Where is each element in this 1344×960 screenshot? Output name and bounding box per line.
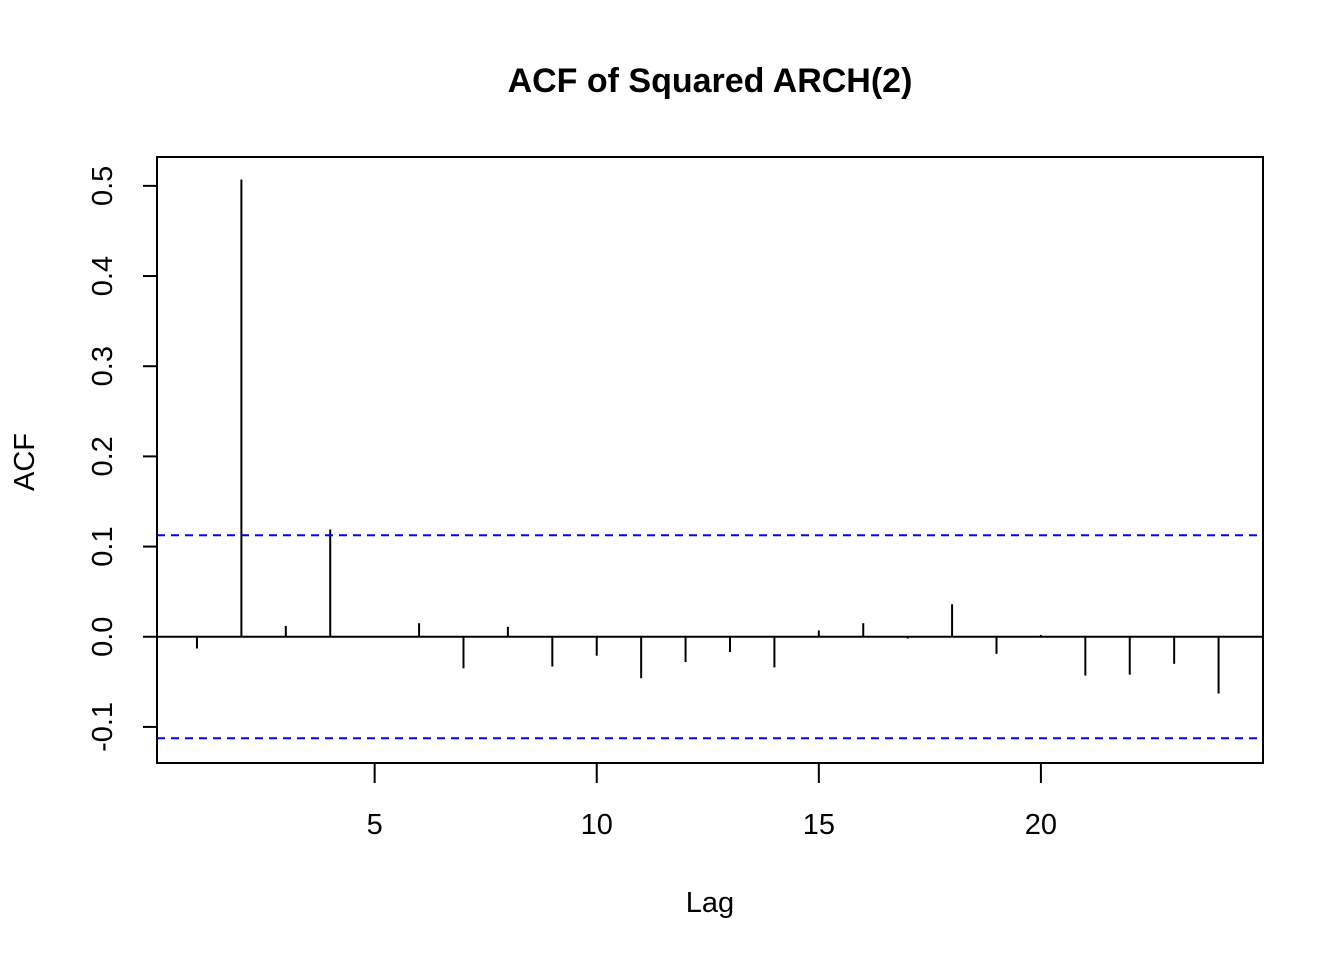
y-tick-label: 0.3 <box>87 346 119 386</box>
x-tick-label: 20 <box>1025 809 1057 841</box>
x-tick-label: 15 <box>803 809 835 841</box>
x-axis-label: Lag <box>686 887 734 919</box>
plot-frame <box>156 156 1264 764</box>
y-tick-label: 0.4 <box>87 256 119 296</box>
x-tick-label: 5 <box>367 809 383 841</box>
confidence-bounds <box>157 534 1263 740</box>
y-axis: -0.1 0.0 0.1 0.2 0.3 0.4 0.5 <box>87 166 157 752</box>
y-tick-label: 0.5 <box>87 166 119 206</box>
y-tick-label: 0.2 <box>87 436 119 476</box>
y-axis-label: ACF <box>9 433 41 491</box>
y-tick-label: -0.1 <box>87 702 119 752</box>
x-axis: 5 10 15 20 <box>367 763 1057 841</box>
acf-bars <box>157 179 1263 694</box>
x-tick-label: 10 <box>581 809 613 841</box>
chart-title: ACF of Squared ARCH(2) <box>508 62 913 100</box>
y-tick-label: 0.0 <box>87 617 119 657</box>
y-tick-label: 0.1 <box>87 526 119 566</box>
